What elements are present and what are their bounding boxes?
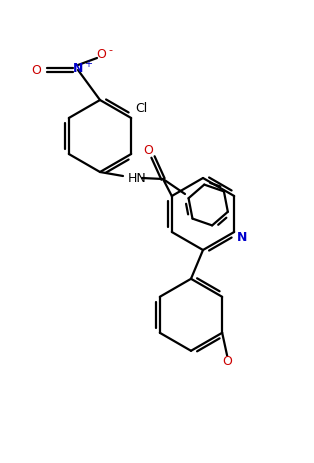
Text: O: O — [31, 64, 41, 77]
Text: O: O — [143, 143, 153, 156]
Text: N: N — [73, 63, 83, 75]
Text: O: O — [222, 355, 232, 368]
Text: -: - — [108, 45, 112, 55]
Text: HN: HN — [128, 171, 147, 184]
Text: N: N — [237, 231, 247, 244]
Text: Cl: Cl — [135, 102, 148, 115]
Text: +: + — [84, 59, 92, 69]
Text: O: O — [96, 47, 106, 60]
